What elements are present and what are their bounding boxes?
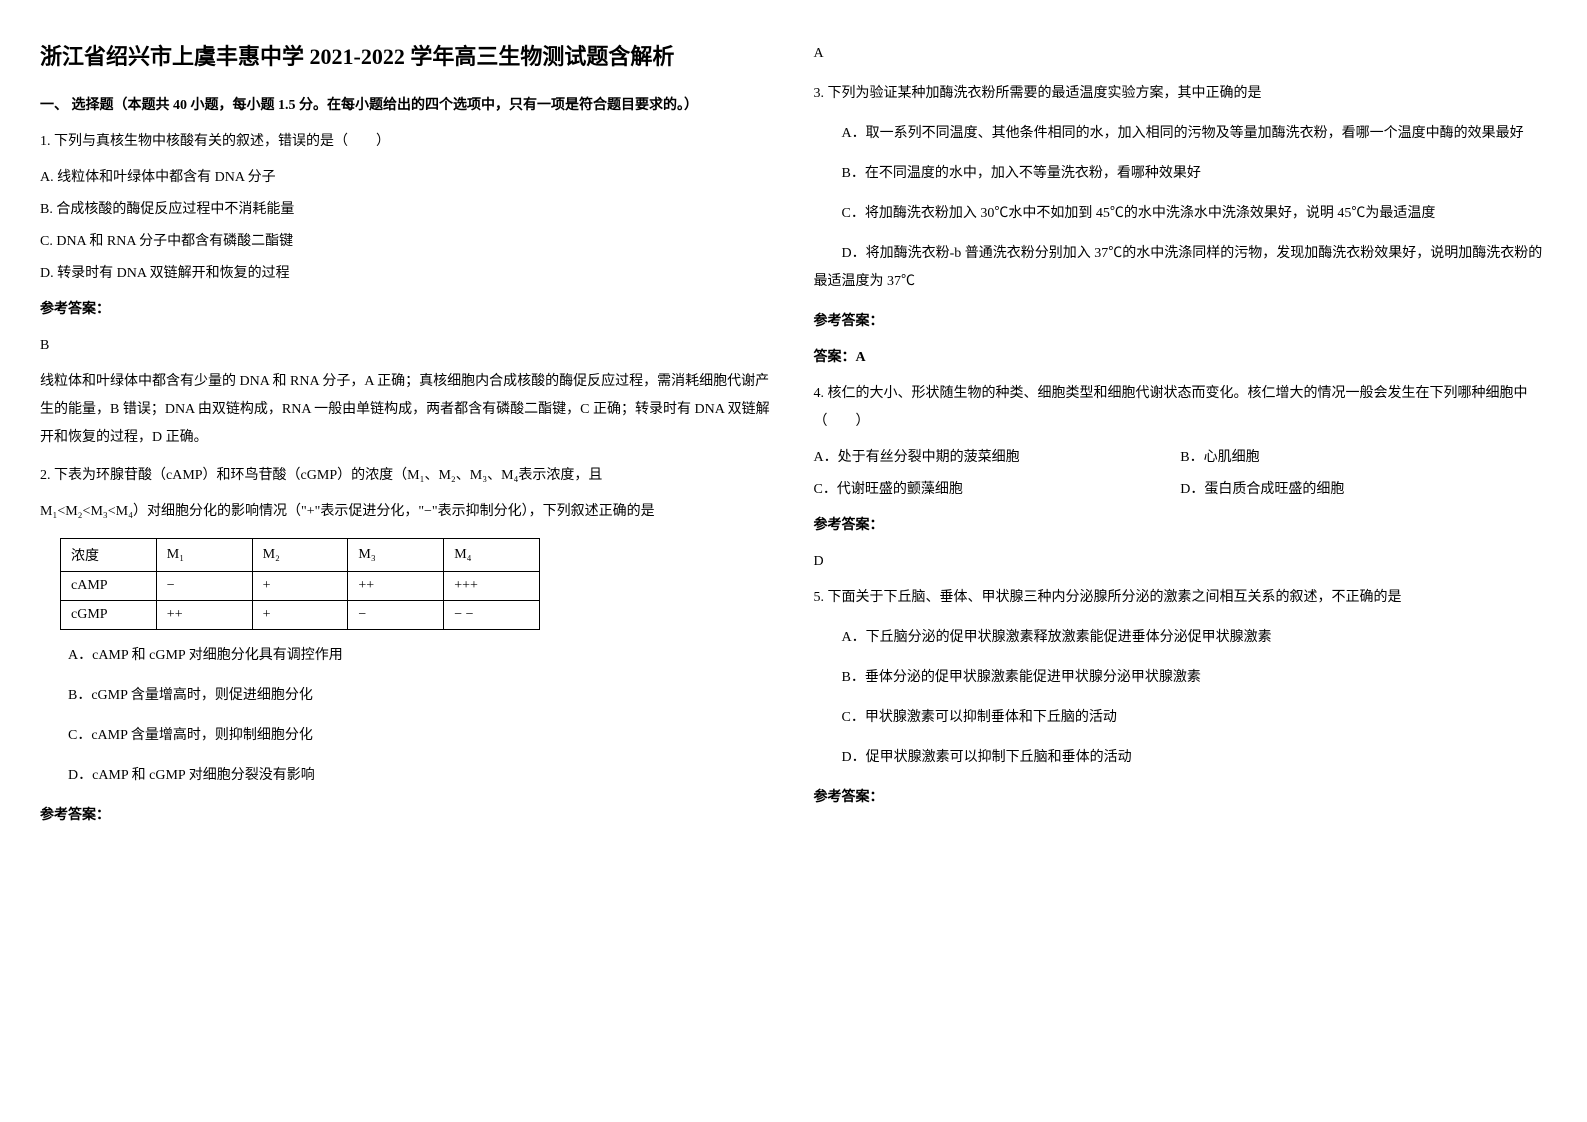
q4-option-d: D．蛋白质合成旺盛的细胞 <box>1180 476 1547 504</box>
q2-option-a: A．cAMP 和 cGMP 对细胞分化具有调控作用 <box>40 642 774 670</box>
table-cell: ++ <box>156 601 252 630</box>
q2-stem-line1: 2. 下表为环腺苷酸（cAMP）和环鸟苷酸（cGMP）的浓度（M₁、M₂、M₃、… <box>40 462 774 490</box>
table-cell: cGMP <box>61 601 157 630</box>
q4-stem: 4. 核仁的大小、形状随生物的种类、细胞类型和细胞代谢状态而变化。核仁增大的情况… <box>814 380 1548 436</box>
q3-answer-label: 参考答案： <box>814 308 1548 336</box>
table-cell: + <box>252 601 348 630</box>
q4-options-row1: A．处于有丝分裂中期的菠菜细胞 B．心肌细胞 <box>814 444 1548 472</box>
table-cell: cAMP <box>61 572 157 601</box>
q4-answer: D <box>814 548 1548 576</box>
q5-option-a: A．下丘脑分泌的促甲状腺激素释放激素能促进垂体分泌促甲状腺激素 <box>814 624 1548 652</box>
q4-option-b: B．心肌细胞 <box>1180 444 1547 472</box>
table-cell: − <box>348 601 444 630</box>
q3-option-d: D．将加酶洗衣粉-b 普通洗衣粉分别加入 37℃的水中洗涤同样的污物，发现加酶洗… <box>814 240 1548 296</box>
q2-answer: A <box>814 40 1548 68</box>
q3-option-c: C．将加酶洗衣粉加入 30℃水中不如加到 45℃的水中洗涤水中洗涤效果好，说明 … <box>814 200 1548 228</box>
table-row: cGMP ++ + − − − <box>61 601 540 630</box>
q2-option-d: D．cAMP 和 cGMP 对细胞分裂没有影响 <box>40 762 774 790</box>
q2-stem-line2: M₁<M₂<M₃<M₄）对细胞分化的影响情况（"+"表示促进分化，"−"表示抑制… <box>40 498 774 526</box>
table-cell: + <box>252 572 348 601</box>
left-column: 浙江省绍兴市上虞丰惠中学 2021-2022 学年高三生物测试题含解析 一、 选… <box>40 40 774 838</box>
q1-option-d: D. 转录时有 DNA 双链解开和恢复的过程 <box>40 260 774 288</box>
table-cell: ++ <box>348 572 444 601</box>
q1-option-c: C. DNA 和 RNA 分子中都含有磷酸二酯键 <box>40 228 774 256</box>
q2-option-c: C．cAMP 含量增高时，则抑制细胞分化 <box>40 722 774 750</box>
q3-answer: 答案：A <box>814 344 1548 372</box>
q4-option-c: C．代谢旺盛的颤藻细胞 <box>814 476 1181 504</box>
table-header-cell: M₄ <box>444 539 540 572</box>
table-row: cAMP − + ++ +++ <box>61 572 540 601</box>
q5-option-c: C．甲状腺激素可以抑制垂体和下丘脑的活动 <box>814 704 1548 732</box>
q4-option-a: A．处于有丝分裂中期的菠菜细胞 <box>814 444 1181 472</box>
page-title: 浙江省绍兴市上虞丰惠中学 2021-2022 学年高三生物测试题含解析 <box>40 40 774 73</box>
q4-options-row2: C．代谢旺盛的颤藻细胞 D．蛋白质合成旺盛的细胞 <box>814 476 1548 504</box>
q5-answer-label: 参考答案： <box>814 784 1548 812</box>
q4-answer-label: 参考答案： <box>814 512 1548 540</box>
q5-stem: 5. 下面关于下丘脑、垂体、甲状腺三种内分泌腺所分泌的激素之间相互关系的叙述，不… <box>814 584 1548 612</box>
q1-answer: B <box>40 332 774 360</box>
q1-option-b: B. 合成核酸的酶促反应过程中不消耗能量 <box>40 196 774 224</box>
table-cell: − <box>156 572 252 601</box>
table-cell: − − <box>444 601 540 630</box>
q3-stem: 3. 下列为验证某种加酶洗衣粉所需要的最适温度实验方案，其中正确的是 <box>814 80 1548 108</box>
q5-option-d: D．促甲状腺激素可以抑制下丘脑和垂体的活动 <box>814 744 1548 772</box>
table-header-cell: M₁ <box>156 539 252 572</box>
table-header-cell: M₂ <box>252 539 348 572</box>
q3-option-b: B．在不同温度的水中，加入不等量洗衣粉，看哪种效果好 <box>814 160 1548 188</box>
table-header-row: 浓度 M₁ M₂ M₃ M₄ <box>61 539 540 572</box>
q1-option-a: A. 线粒体和叶绿体中都含有 DNA 分子 <box>40 164 774 192</box>
q2-answer-label: 参考答案： <box>40 802 774 830</box>
q5-option-b: B．垂体分泌的促甲状腺激素能促进甲状腺分泌甲状腺激素 <box>814 664 1548 692</box>
table-header-cell: 浓度 <box>61 539 157 572</box>
table-cell: +++ <box>444 572 540 601</box>
q1-stem: 1. 下列与真核生物中核酸有关的叙述，错误的是（ ） <box>40 128 774 156</box>
q3-option-a: A．取一系列不同温度、其他条件相同的水，加入相同的污物及等量加酶洗衣粉，看哪一个… <box>814 120 1548 148</box>
q2-option-b: B．cGMP 含量增高时，则促进细胞分化 <box>40 682 774 710</box>
table-header-cell: M₃ <box>348 539 444 572</box>
q1-answer-label: 参考答案： <box>40 296 774 324</box>
right-column: A 3. 下列为验证某种加酶洗衣粉所需要的最适温度实验方案，其中正确的是 A．取… <box>814 40 1548 838</box>
q1-explanation: 线粒体和叶绿体中都含有少量的 DNA 和 RNA 分子，A 正确；真核细胞内合成… <box>40 368 774 452</box>
section-heading: 一、 选择题（本题共 40 小题，每小题 1.5 分。在每小题给出的四个选项中，… <box>40 93 774 118</box>
q2-table: 浓度 M₁ M₂ M₃ M₄ cAMP − + ++ +++ cGMP ++ +… <box>60 538 540 630</box>
